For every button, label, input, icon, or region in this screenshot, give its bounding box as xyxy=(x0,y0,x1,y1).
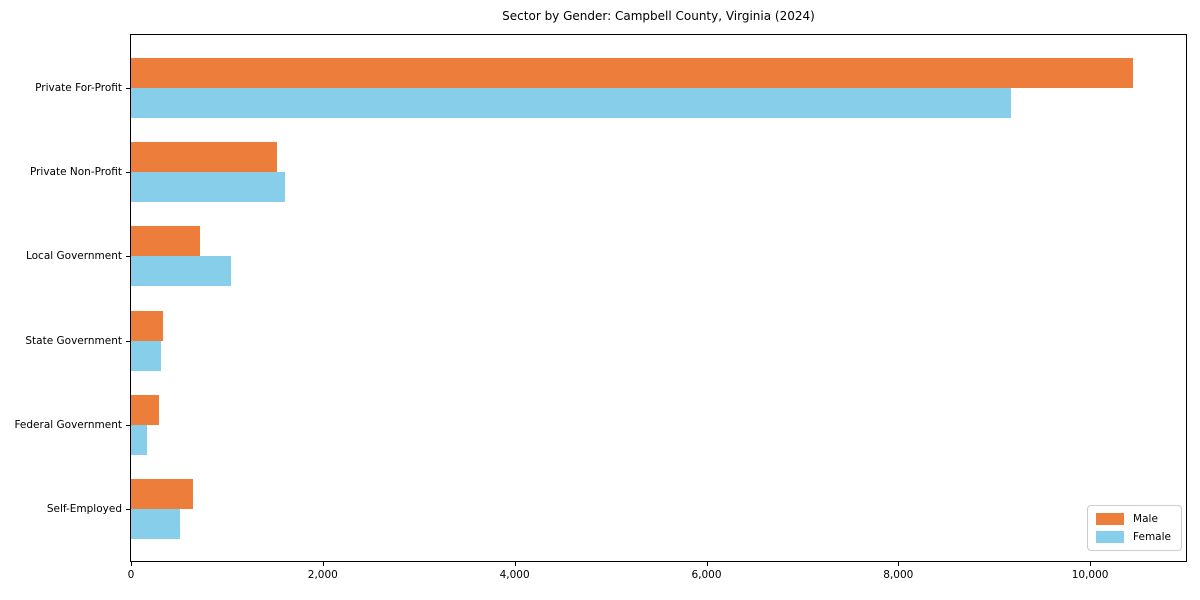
x-tick-label: 8,000 xyxy=(883,569,914,581)
x-tick-label: 2,000 xyxy=(307,569,338,581)
y-tick-mark xyxy=(126,256,130,258)
bar-male-6 xyxy=(131,479,193,509)
bar-female-5 xyxy=(131,424,148,455)
x-tick-mark xyxy=(1090,562,1092,566)
legend-label-female: Female xyxy=(1133,531,1171,543)
bar-male-1 xyxy=(131,58,1134,88)
chart-title: Sector by Gender: Campbell County, Virgi… xyxy=(502,9,815,23)
legend-item-female: Female xyxy=(1096,531,1171,543)
x-tick-mark xyxy=(706,562,708,566)
legend-swatch-female xyxy=(1096,531,1125,543)
bar-female-6 xyxy=(131,509,180,539)
bar-female-1 xyxy=(131,88,1012,118)
y-tick-label: Local Government xyxy=(25,250,122,263)
x-tick-mark xyxy=(131,562,132,566)
bar-male-5 xyxy=(131,394,159,425)
x-tick-mark xyxy=(322,562,324,566)
legend-label-male: Male xyxy=(1133,513,1158,525)
plot-area: Male Female xyxy=(130,34,1187,562)
y-tick-mark xyxy=(126,340,130,342)
legend: Male Female xyxy=(1087,505,1182,551)
bar-female-3 xyxy=(131,256,231,287)
legend-item-male: Male xyxy=(1096,513,1171,525)
x-tick-label: 4,000 xyxy=(499,569,530,581)
bar-female-2 xyxy=(131,172,285,203)
x-tick-mark xyxy=(514,562,516,566)
bar-male-4 xyxy=(131,310,163,341)
y-tick-mark xyxy=(126,88,130,89)
y-tick-mark xyxy=(126,424,130,426)
y-tick-label: State Government xyxy=(25,334,122,347)
y-tick-mark xyxy=(126,509,130,510)
x-tick-label: 10,000 xyxy=(1071,569,1109,581)
x-tick-mark xyxy=(898,562,900,566)
legend-swatch-male xyxy=(1096,513,1125,525)
bar-female-4 xyxy=(131,340,161,371)
y-tick-label: Private Non-Profit xyxy=(29,166,122,179)
y-tick-label: Federal Government xyxy=(14,418,122,431)
y-tick-mark xyxy=(126,172,130,174)
bar-male-3 xyxy=(131,226,200,257)
y-tick-label: Private For-Profit xyxy=(35,82,122,94)
y-tick-label: Self-Employed xyxy=(46,503,122,515)
x-tick-label: 6,000 xyxy=(691,569,722,581)
bar-male-2 xyxy=(131,142,277,173)
x-tick-label: 0 xyxy=(127,569,135,581)
